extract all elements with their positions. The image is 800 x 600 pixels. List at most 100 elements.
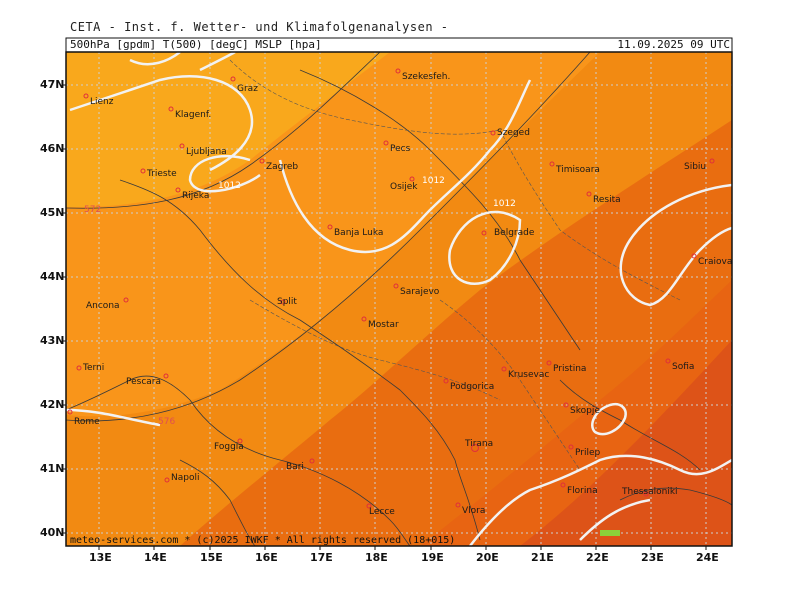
- contour-label: 576: [158, 417, 175, 427]
- city-label: Trieste: [146, 169, 177, 179]
- city-belgrade: Belgrade: [481, 228, 535, 238]
- city-label: Ljubljana: [186, 147, 227, 157]
- city-osijek: Osijek: [390, 176, 418, 192]
- city-marker: [163, 373, 169, 379]
- city-napoli: Napoli: [164, 473, 199, 483]
- city-label: Lienz: [90, 97, 114, 107]
- city-zagreb: Zagreb: [259, 158, 298, 172]
- city-split: Split: [277, 297, 297, 307]
- header-box: [65, 37, 733, 53]
- city-label: Craiova: [698, 257, 732, 267]
- city-lienz: Lienz: [83, 93, 114, 107]
- city-label: Lecce: [369, 507, 395, 517]
- lat-label: 45N: [40, 206, 65, 219]
- city-label: Foggia: [214, 442, 244, 452]
- city-label: Timisoara: [555, 165, 600, 175]
- city-marker: [67, 409, 73, 415]
- city-marker: [665, 358, 671, 364]
- city-label: Sibiu: [684, 162, 706, 172]
- city-graz: Graz: [230, 76, 258, 94]
- city-skopje: Skopje: [563, 402, 600, 416]
- borders: [229, 59, 681, 471]
- city-label: Bari: [286, 462, 304, 472]
- city-layer: Lienz Graz Szekesfeh. Klagenf. Ljubljana Zagr…: [67, 68, 732, 517]
- lat-label: 43N: [40, 334, 65, 347]
- city-label: Podgorica: [450, 382, 494, 392]
- city-label: Resita: [593, 195, 621, 205]
- lon-label: 21E: [531, 551, 554, 564]
- city-label: Sofia: [672, 362, 694, 372]
- isobar-label: 1012: [218, 181, 241, 191]
- band-red: [520, 340, 732, 546]
- city-marker: [366, 503, 372, 509]
- lon-label: 19E: [421, 551, 444, 564]
- city-rijeka: Rijeka: [175, 187, 209, 201]
- contour-label: 572: [84, 205, 101, 215]
- city-marker: [643, 491, 649, 497]
- city-marker: [175, 187, 181, 193]
- city-lecce: Lecce: [366, 503, 395, 517]
- city-marker: [168, 106, 174, 112]
- city-label: Klagenf.: [175, 110, 211, 120]
- city-marker: [76, 365, 82, 371]
- lon-label: 24E: [696, 551, 719, 564]
- city-trieste: Trieste: [140, 168, 177, 179]
- lon-label: 16E: [255, 551, 278, 564]
- city-label: Pecs: [390, 144, 411, 154]
- city-szekesfeh: Szekesfeh.: [395, 68, 450, 82]
- isobar-label: 1012: [422, 176, 445, 186]
- city-marker: [179, 143, 185, 149]
- city-vlora: Vlora: [455, 502, 485, 516]
- city-marker: [309, 458, 315, 464]
- city-label: Zagreb: [266, 162, 298, 172]
- city-klagenf: Klagenf.: [168, 106, 211, 120]
- city-marker: [409, 176, 415, 182]
- city-marker: [383, 140, 389, 146]
- city-foggia: Foggia: [214, 438, 244, 452]
- lon-label: 20E: [476, 551, 499, 564]
- lon-label: 14E: [144, 551, 167, 564]
- lat-label: 42N: [40, 398, 65, 411]
- lat-label: 40N: [40, 526, 65, 539]
- valid-time: 11.09.2025 09 UTC: [617, 38, 730, 51]
- city-label: Napoli: [171, 473, 199, 483]
- city-marker: [237, 438, 243, 444]
- city-sofia: Sofia: [665, 358, 694, 372]
- city-label: Pescara: [126, 377, 161, 387]
- city-marker: [393, 283, 399, 289]
- map-area: Lienz Graz Szekesfeh. Klagenf. Ljubljana Zagr…: [66, 52, 732, 546]
- city-ancona: Ancona: [86, 297, 129, 311]
- city-pecs: Pecs: [383, 140, 411, 154]
- city-marker: [164, 477, 170, 483]
- city-thessaloniki: Thessaloniki: [621, 487, 678, 497]
- axis-ticks: [62, 84, 707, 550]
- city-marker: [481, 230, 487, 236]
- city-marker: [546, 360, 552, 366]
- city-marker: [123, 297, 129, 303]
- city-marker: [327, 224, 333, 230]
- parameter-legend: 500hPa [gpdm] T(500) [degC] MSLP [hpa]: [70, 38, 322, 51]
- city-label: Rome: [74, 417, 100, 427]
- city-florina: Florina: [560, 482, 598, 496]
- city-label: Thessaloniki: [621, 487, 678, 497]
- city-ljubljana: Ljubljana: [179, 143, 227, 157]
- city-sibiu: Sibiu: [684, 158, 715, 172]
- city-marker: [83, 93, 89, 99]
- city-marker: [560, 482, 566, 488]
- lon-label: 18E: [365, 551, 388, 564]
- city-marker: [709, 158, 715, 164]
- city-resita: Resita: [586, 191, 621, 205]
- lat-label: 44N: [40, 270, 65, 283]
- precip-patch: [600, 530, 620, 536]
- city-marker: [361, 316, 367, 322]
- city-marker: [471, 444, 479, 452]
- city-bari: Bari: [286, 458, 315, 472]
- city-label: Skopje: [570, 406, 600, 416]
- lat-label: 41N: [40, 462, 65, 475]
- city-pristina: Pristina: [546, 360, 586, 374]
- city-craiova: Craiova: [691, 253, 732, 267]
- city-tirana: Tirana: [464, 439, 493, 452]
- lon-label: 17E: [310, 551, 333, 564]
- city-marker: [280, 299, 286, 305]
- city-label: Banja Luka: [334, 228, 383, 238]
